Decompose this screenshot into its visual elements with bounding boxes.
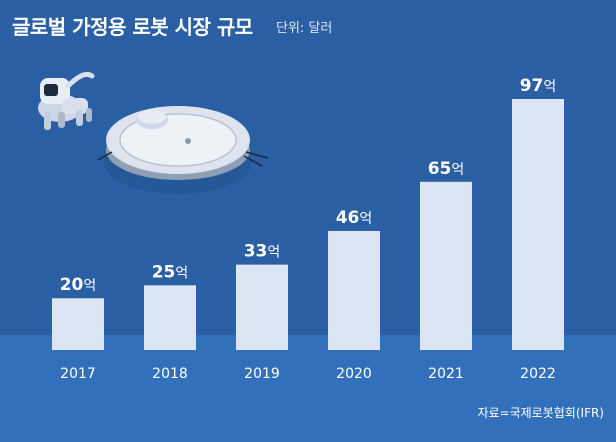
x-tick-2019: 2019 xyxy=(244,366,280,382)
robot-vacuum-icon xyxy=(97,106,269,194)
x-tick-2022: 2022 xyxy=(520,366,556,382)
value-label-2019: 33억 xyxy=(244,242,281,262)
value-label-2017: 20억 xyxy=(60,275,97,295)
x-tick-2018: 2018 xyxy=(152,366,188,382)
value-label-2021: 65억 xyxy=(428,159,465,179)
value-labels-group: 20억 25억 33억 46억 65억 97억 xyxy=(60,76,557,295)
x-tick-2021: 2021 xyxy=(428,366,464,382)
chart-title: 글로벌 가정용 로봇 시장 규모 xyxy=(12,15,253,39)
unit-label: 단위: 달러 xyxy=(276,21,333,36)
x-tick-2020: 2020 xyxy=(336,366,372,382)
value-label-2020: 46억 xyxy=(336,208,373,228)
bars-group xyxy=(52,99,564,350)
bar-2018 xyxy=(144,285,196,350)
x-axis-ticks: 2017 2018 2019 2020 2021 2022 xyxy=(60,366,556,382)
source-note: 자료=국제로봇협회(IFR) xyxy=(477,406,604,420)
baseline-band xyxy=(0,335,616,442)
bar-2017 xyxy=(52,298,104,350)
x-tick-2017: 2017 xyxy=(60,366,96,382)
bar-2022 xyxy=(512,99,564,350)
bar-2020 xyxy=(328,230,380,350)
value-label-2018: 25억 xyxy=(152,262,189,282)
value-label-2022: 97억 xyxy=(520,76,557,96)
bar-2021 xyxy=(420,181,472,350)
robot-dog-icon xyxy=(38,71,95,130)
bar-2019 xyxy=(236,264,288,350)
